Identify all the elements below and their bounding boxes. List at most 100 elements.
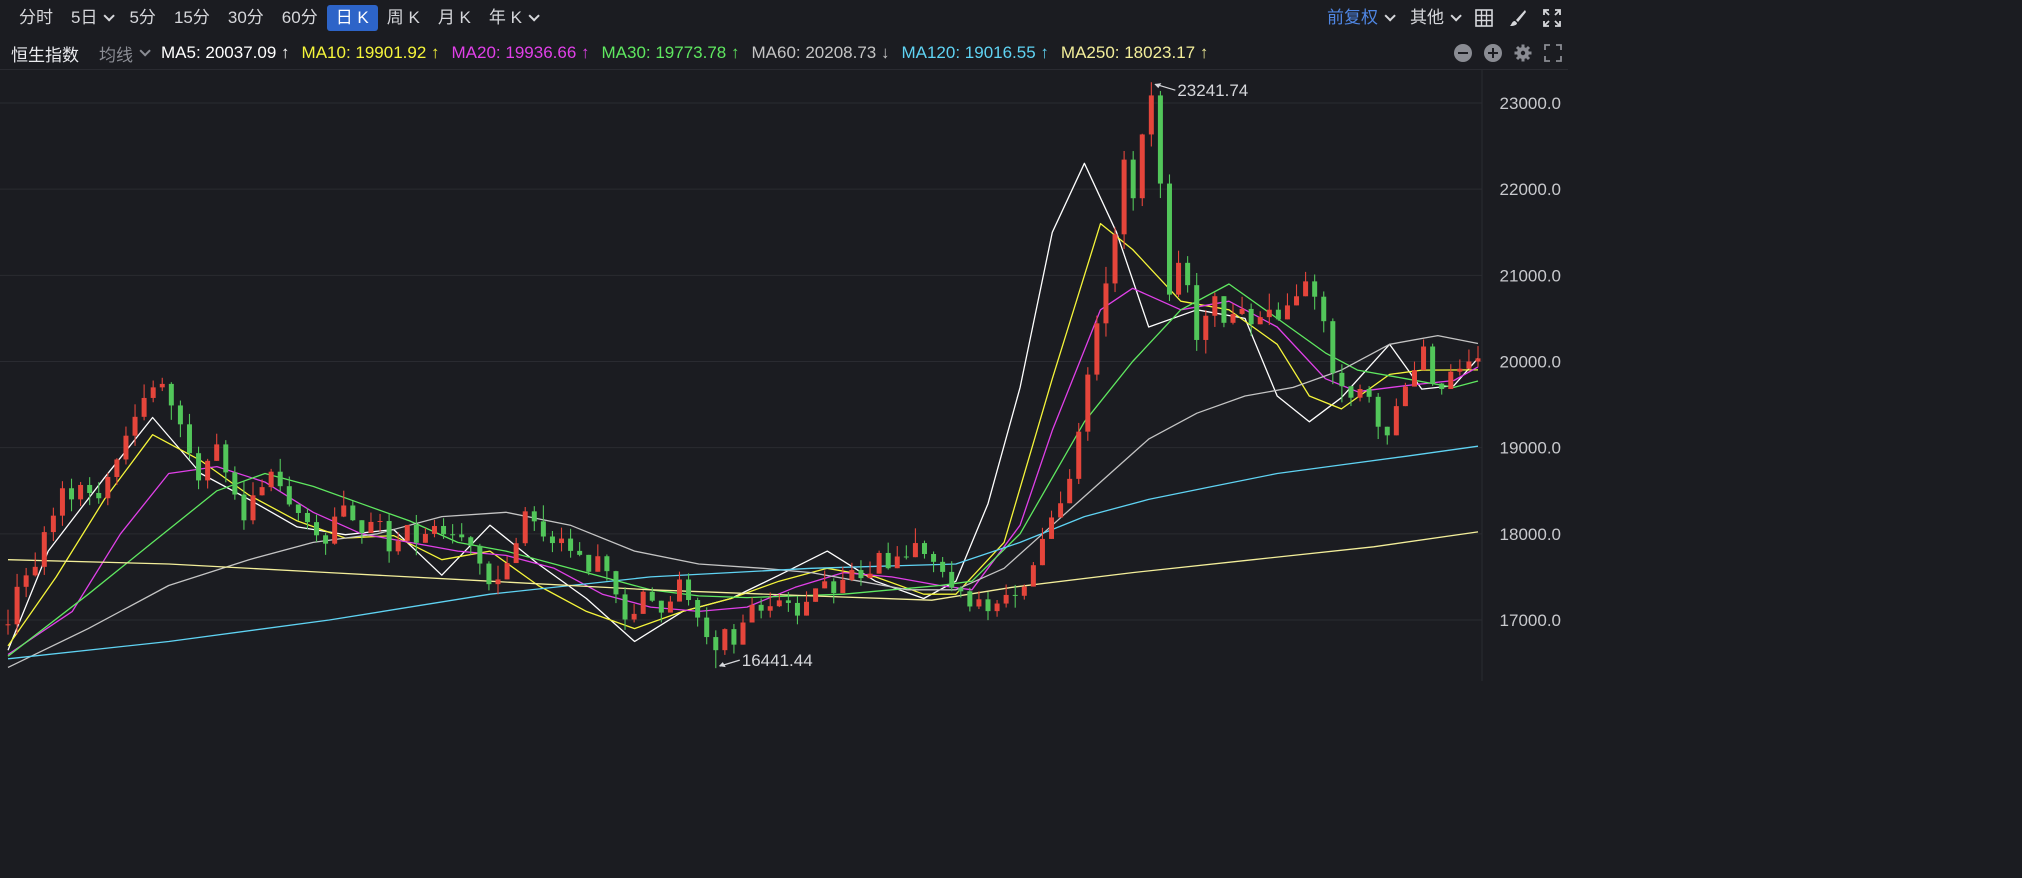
- y-tick-label: 21000.0: [1500, 266, 1561, 285]
- candle-body: [295, 504, 301, 513]
- tab-period[interactable]: 5日: [62, 5, 120, 31]
- tab-label: 年 K: [488, 7, 522, 27]
- candle-body: [758, 604, 764, 611]
- tab-period[interactable]: 60分: [273, 5, 327, 31]
- grid-icon[interactable]: [1472, 6, 1496, 30]
- candle-body: [858, 570, 864, 579]
- ma-value-1: MA5: 20037.09 ↑: [161, 43, 290, 62]
- candle-body: [477, 545, 483, 564]
- candle-body: [5, 624, 11, 626]
- ma-legend: 恒生指数 均线 MA5: 20037.09 ↑ MA10: 19901.92 ↑ M…: [0, 38, 1568, 68]
- candle-body: [749, 604, 755, 623]
- settings-icon[interactable]: [1511, 41, 1535, 65]
- toolbar-right: 前复权 其他: [1318, 0, 1568, 35]
- ma-line-ma10: [7, 222, 1479, 647]
- tab-period[interactable]: 年 K: [480, 5, 545, 31]
- candle-body: [1166, 183, 1172, 295]
- candle-body: [431, 525, 437, 534]
- candle-body: [250, 495, 256, 521]
- candle-body: [967, 591, 973, 607]
- brush-icon[interactable]: [1506, 6, 1530, 30]
- candle-body: [486, 563, 492, 585]
- index-name: 恒生指数: [11, 45, 79, 65]
- candle-body: [395, 540, 401, 552]
- candle-body: [1248, 308, 1254, 325]
- tab-period[interactable]: 15分: [165, 5, 219, 31]
- tab-period[interactable]: 30分: [219, 5, 273, 31]
- ma-value-5: MA60: 20208.73 ↓: [751, 43, 890, 62]
- tab-period[interactable]: 日 K: [326, 4, 378, 31]
- other-dropdown[interactable]: 其他: [1401, 5, 1467, 31]
- candle-body: [1194, 285, 1200, 340]
- candle-body: [1294, 296, 1300, 306]
- candle-body: [1094, 323, 1100, 375]
- ma-value-3: MA20: 19936.66 ↑: [451, 43, 590, 62]
- chevron-down-icon: [139, 45, 151, 57]
- candle-body: [1030, 565, 1036, 587]
- tab-period[interactable]: 分时: [10, 5, 62, 31]
- candle-body: [241, 494, 247, 521]
- candle-body: [649, 591, 655, 601]
- candle-body: [59, 488, 65, 516]
- plus-icon[interactable]: [1484, 44, 1502, 62]
- expand-icon[interactable]: [1541, 41, 1565, 65]
- candle-body: [377, 520, 383, 522]
- candle-body: [286, 486, 292, 505]
- candle-body: [1466, 361, 1472, 369]
- ma-type-dropdown[interactable]: 均线: [99, 41, 151, 66]
- candle-body: [885, 552, 891, 569]
- chevron-down-icon: [103, 9, 116, 22]
- candle-body: [32, 566, 38, 576]
- candle-body: [1303, 281, 1309, 297]
- candle-body: [1266, 309, 1272, 318]
- high-arrow-head: [1154, 83, 1162, 89]
- candle-body: [1148, 95, 1154, 135]
- fullscreen-icon[interactable]: [1540, 6, 1564, 30]
- candle-body: [232, 472, 238, 495]
- candle-body: [177, 405, 183, 425]
- candle-body: [921, 543, 927, 554]
- candle-body: [1275, 309, 1281, 320]
- low-arrow-head: [718, 662, 726, 668]
- candlestick-chart[interactable]: 23000.0 22000.0 21000.0 20000.0 19000.0 18000…: [0, 70, 1568, 681]
- candle-body: [1067, 478, 1073, 504]
- candle-body: [876, 552, 882, 574]
- candle-body: [631, 613, 637, 620]
- candle-body: [713, 637, 719, 651]
- candle-body: [522, 511, 528, 544]
- candle-body: [894, 556, 900, 569]
- candle-body: [1021, 586, 1027, 596]
- candle-body: [1312, 281, 1318, 297]
- tab-period[interactable]: 周 K: [378, 5, 429, 31]
- tab-period[interactable]: 5分: [120, 5, 164, 31]
- candle-body: [1112, 234, 1118, 284]
- tab-period[interactable]: 月 K: [429, 5, 480, 31]
- ma-values: MA5: 20037.09 ↑ MA10: 19901.92 ↑ MA20: 199…: [161, 43, 1220, 63]
- candle-body: [304, 512, 310, 523]
- candle-body: [1284, 305, 1290, 320]
- candle-body: [441, 525, 447, 535]
- adjust-dropdown[interactable]: 前复权: [1318, 5, 1401, 31]
- candle-body: [1357, 388, 1363, 398]
- candle-body: [214, 444, 220, 461]
- ma-value-4: MA30: 19773.78 ↑: [601, 43, 740, 62]
- candle-body: [559, 538, 565, 544]
- candle-body: [1366, 388, 1372, 397]
- ma-lines: [7, 162, 1479, 668]
- legend-controls: [1448, 38, 1568, 68]
- candle-body: [14, 586, 20, 625]
- candle-body: [722, 629, 728, 651]
- minus-icon[interactable]: [1454, 44, 1472, 62]
- candle-body: [794, 602, 800, 616]
- candle-body: [205, 460, 211, 481]
- candle-body: [1058, 503, 1064, 518]
- candle-body: [658, 600, 664, 613]
- divider: [0, 69, 1568, 70]
- candle-body: [1402, 386, 1408, 407]
- other-label: 其他: [1410, 7, 1444, 27]
- candle-body: [504, 563, 510, 580]
- candle-body: [568, 538, 574, 551]
- candle-body: [676, 579, 682, 602]
- candle-body: [196, 453, 202, 481]
- candle-body: [577, 550, 583, 555]
